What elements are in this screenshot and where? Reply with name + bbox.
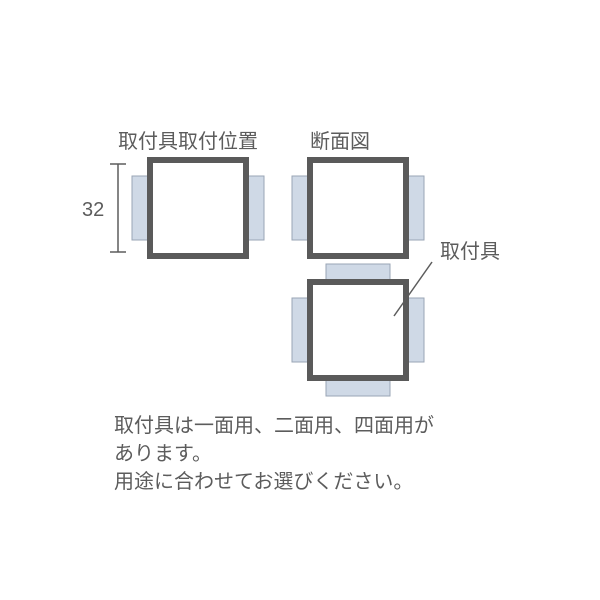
dimension-value: 32	[82, 199, 104, 221]
square-outline	[310, 160, 406, 256]
square-outline	[150, 160, 246, 256]
right-title: 断面図	[310, 130, 370, 153]
figure-1-two-side	[132, 160, 264, 256]
body-line-2: あります。	[114, 443, 212, 465]
callout-label: 取付具	[440, 240, 500, 263]
body-line-1: 取付具は一面用、二面用、四面用が	[114, 414, 434, 437]
figure-2-two-side	[292, 160, 424, 256]
figure-3-four-side	[292, 264, 424, 396]
square-outline	[310, 282, 406, 378]
left-title: 取付具取付位置	[118, 130, 258, 153]
body-line-3: 用途に合わせてお選びください。	[114, 470, 413, 493]
